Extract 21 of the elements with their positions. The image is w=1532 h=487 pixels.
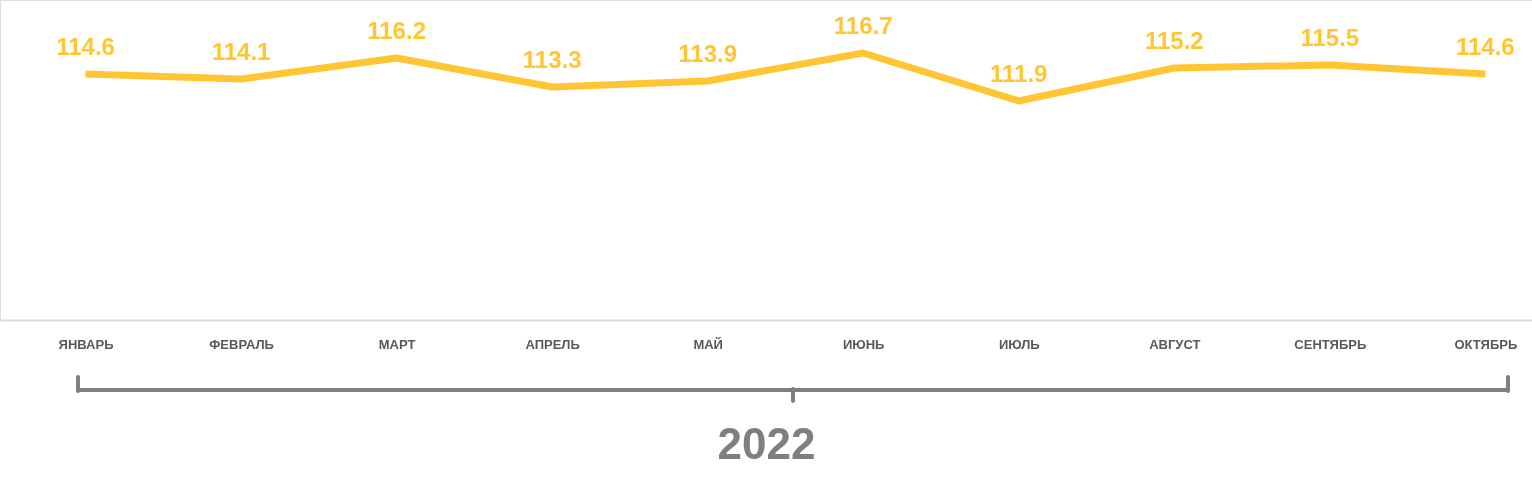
data-label: 115.5 [1300, 24, 1360, 51]
data-label: 113.9 [678, 40, 738, 67]
x-tick-label: АВГУСТ [1149, 336, 1201, 352]
x-tick-label: АПРЕЛЬ [525, 336, 580, 352]
data-label: 114.6 [56, 33, 115, 60]
data-label: 114.1 [211, 38, 271, 65]
data-label: 111.9 [990, 60, 1048, 87]
data-label: 116.2 [367, 17, 426, 44]
x-tick-label: МАЙ [693, 336, 723, 352]
data-label: 115.2 [1144, 27, 1204, 54]
data-label: 113.3 [522, 46, 582, 73]
x-tick-label: ЯНВАРЬ [58, 336, 114, 352]
data-label: 114.6 [1455, 33, 1515, 60]
x-tick-label: ИЮНЬ [842, 336, 885, 352]
x-tick-label: ФЕВРАЛЬ [209, 336, 274, 352]
x-tick-label: СЕНТЯБРЬ [1294, 336, 1367, 352]
x-axis-title: 2022 [717, 418, 816, 468]
x-tick-label: МАРТ [378, 336, 416, 352]
x-tick-label: ОКТЯБРЬ [1454, 336, 1518, 352]
x-tick-label: ИЮЛЬ [998, 336, 1040, 352]
data-label: 116.7 [833, 12, 893, 39]
